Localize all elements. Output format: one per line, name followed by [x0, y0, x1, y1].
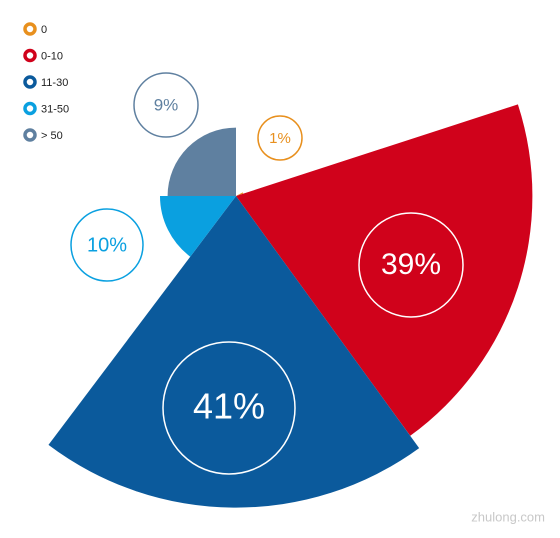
value-label: 39% [381, 248, 441, 281]
legend-swatch [23, 75, 37, 89]
sector [236, 192, 244, 196]
label-ring [257, 115, 303, 161]
label-ring [70, 208, 144, 282]
value-label: 41% [193, 386, 265, 427]
legend-swatch [23, 128, 37, 142]
watermark: zhulong.com [471, 509, 545, 524]
legend-label: 0 [41, 24, 47, 36]
legend-label: 31-50 [41, 103, 69, 115]
label-ring [358, 212, 464, 318]
legend-swatch [23, 101, 37, 116]
sector [160, 196, 236, 257]
sector [236, 104, 533, 436]
legend-swatch [23, 22, 37, 36]
legend-label: 11-30 [41, 77, 68, 89]
label-ring [162, 341, 296, 475]
value-label: 9% [154, 95, 179, 114]
legend-swatch [23, 48, 37, 63]
sector [48, 196, 420, 508]
value-label: 10% [87, 234, 127, 256]
value-label: 1% [269, 130, 291, 147]
label-ring [133, 72, 199, 138]
sector [167, 127, 236, 196]
legend-label: 0-10 [41, 50, 63, 62]
legend-label: > 50 [41, 130, 63, 142]
